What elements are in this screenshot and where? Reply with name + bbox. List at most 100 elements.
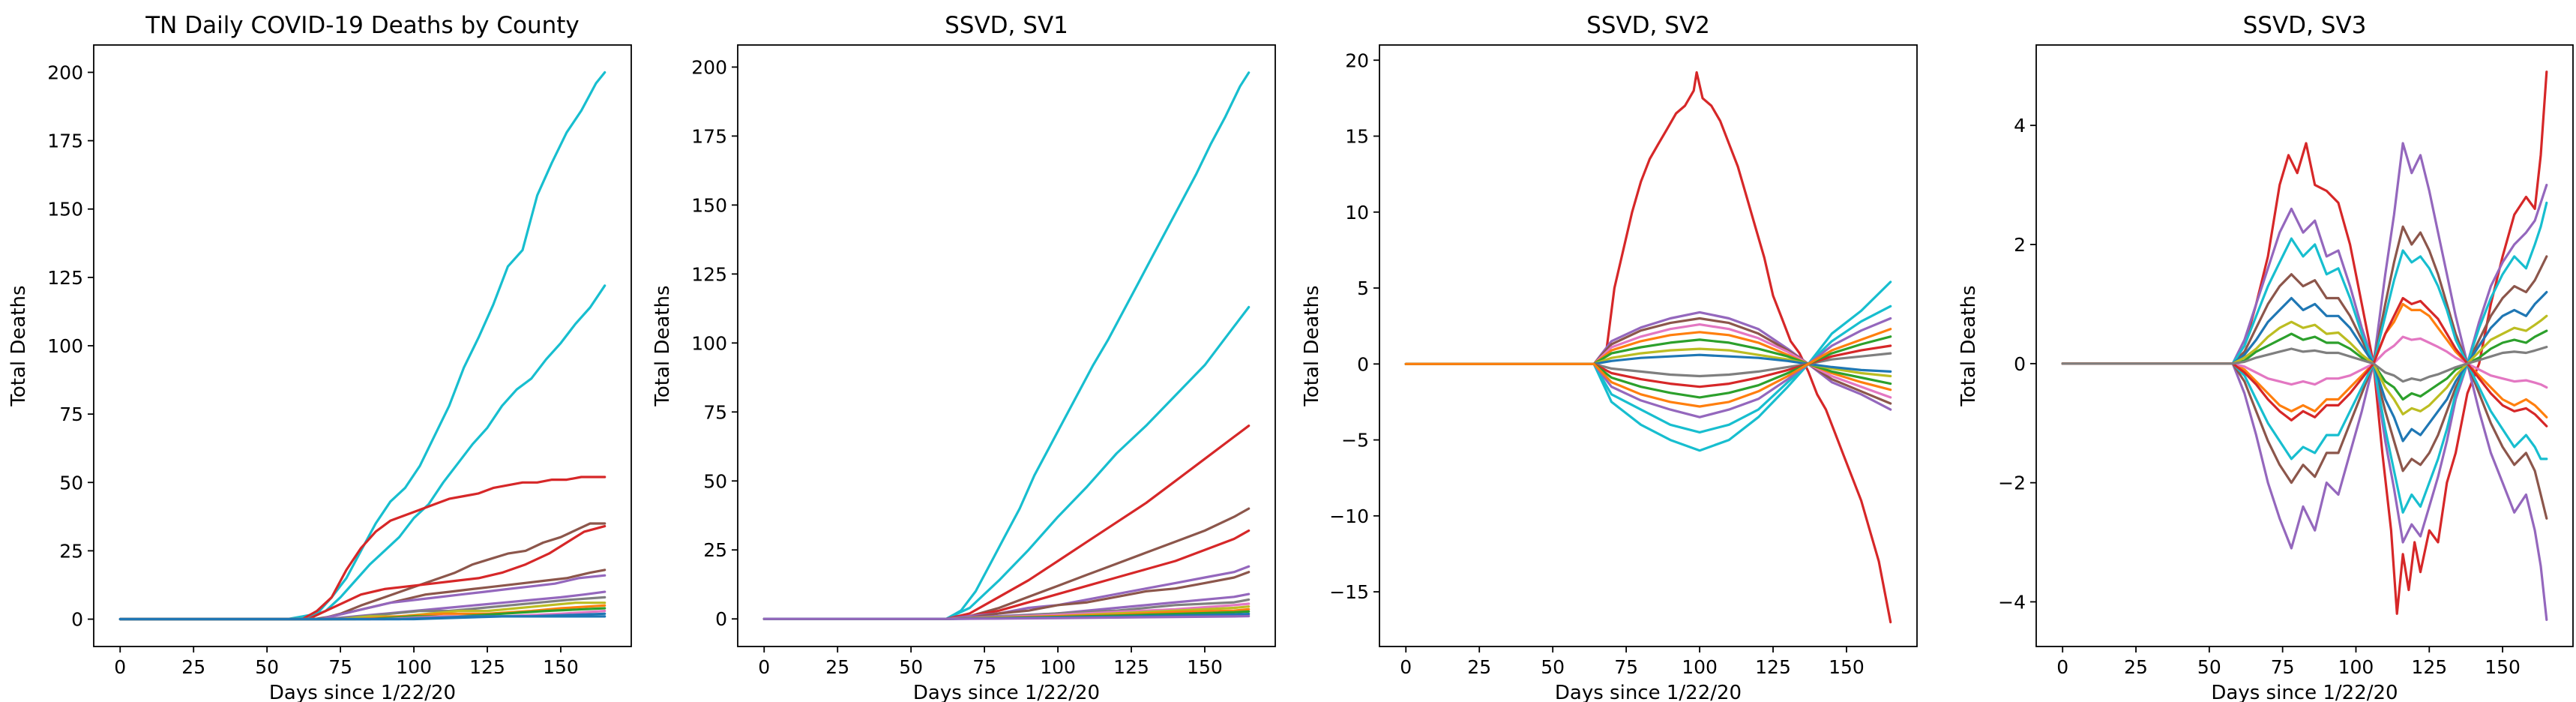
series-line-4 — [2061, 225, 2548, 520]
y-tick-label: 200 — [691, 56, 727, 78]
series-line-11 — [1404, 353, 1892, 373]
chart-title: SSVD, SV3 — [2243, 12, 2367, 39]
y-tick-label: 20 — [1345, 50, 1369, 71]
y-tick-label: 125 — [691, 263, 727, 285]
series-line-3 — [1404, 304, 1892, 434]
y-tick-label: 75 — [59, 404, 83, 425]
x-tick-label: 25 — [1467, 656, 1491, 678]
y-tick-label: 15 — [1345, 126, 1369, 148]
x-tick-label: 150 — [1829, 656, 1865, 678]
series-line-9 — [2061, 302, 2548, 418]
y-axis-label: Total Deaths — [651, 285, 674, 406]
series-group — [1404, 70, 1892, 624]
y-tick-label: 25 — [59, 540, 83, 562]
x-tick-label: 100 — [1682, 656, 1718, 678]
series-group — [118, 70, 607, 621]
y-tick-label: −5 — [1341, 430, 1369, 452]
y-tick-label: 75 — [703, 401, 727, 423]
series-line-7 — [118, 574, 607, 621]
series-group — [2061, 70, 2548, 621]
y-tick-label: 25 — [703, 539, 727, 561]
series-line-11 — [2061, 335, 2548, 389]
series-line-1 — [1404, 70, 1892, 624]
y-tick-label: −2 — [1998, 472, 2026, 494]
series-line-8 — [1404, 331, 1892, 392]
series-group — [762, 71, 1251, 620]
y-tick-label: 200 — [47, 62, 83, 83]
x-tick-label: 125 — [2411, 656, 2447, 678]
series-line-2 — [1404, 280, 1892, 452]
x-tick-label: 25 — [181, 656, 205, 678]
x-tick-label: 150 — [543, 656, 579, 678]
series-line-3 — [118, 476, 607, 621]
series-line-13 — [1404, 344, 1892, 388]
x-tick-label: 0 — [114, 656, 126, 678]
series-line-15 — [762, 614, 1251, 620]
series-line-10 — [118, 602, 607, 621]
x-tick-label: 25 — [2124, 656, 2148, 678]
y-tick-label: 50 — [59, 472, 83, 494]
y-tick-label: 10 — [1345, 202, 1369, 224]
series-line-7 — [2061, 249, 2548, 460]
x-tick-label: 100 — [2338, 656, 2374, 678]
series-line-4 — [1404, 310, 1892, 411]
series-line-5 — [1404, 316, 1892, 418]
series-line-9 — [1404, 338, 1892, 386]
series-line-12 — [2061, 314, 2548, 416]
x-tick-label: 50 — [255, 656, 279, 678]
y-tick-label: 50 — [703, 470, 727, 492]
x-tick-label: 150 — [2485, 656, 2521, 678]
series-line-12 — [1404, 352, 1892, 378]
series-line-6 — [2061, 201, 2548, 514]
axes-frame — [737, 44, 1276, 647]
series-line-1 — [762, 71, 1251, 620]
axes-frame — [1379, 44, 1918, 647]
axes-frame — [2035, 44, 2574, 647]
x-tick-label: 100 — [396, 656, 432, 678]
y-tick-label: −10 — [1329, 506, 1369, 527]
y-tick-label: −15 — [1329, 581, 1369, 603]
x-tick-label: 0 — [2056, 656, 2068, 678]
x-tick-label: 25 — [825, 656, 849, 678]
series-line-15 — [1404, 328, 1892, 408]
series-line-6 — [1404, 316, 1892, 405]
series-line-4 — [118, 522, 607, 621]
y-tick-label: 175 — [691, 125, 727, 147]
series-line-2 — [762, 305, 1251, 620]
series-line-3 — [2061, 184, 2548, 544]
x-tick-label: 125 — [1113, 656, 1149, 678]
series-line-5 — [2061, 255, 2548, 472]
series-line-7 — [1404, 323, 1892, 399]
y-tick-label: 2 — [2014, 234, 2026, 256]
y-axis-label: Total Deaths — [1957, 285, 1980, 406]
y-axis-label: Total Deaths — [7, 285, 30, 406]
x-tick-label: 50 — [2197, 656, 2221, 678]
x-tick-label: 75 — [2271, 656, 2295, 678]
series-line-14 — [1404, 335, 1892, 399]
x-axis-label: Days since 1/22/20 — [2211, 682, 2398, 702]
y-tick-label: −4 — [1998, 591, 2026, 613]
y-tick-label: 100 — [691, 332, 727, 354]
y-tick-label: 0 — [1357, 353, 1369, 375]
x-tick-label: 50 — [1541, 656, 1565, 678]
series-line-2 — [2061, 142, 2548, 621]
x-tick-label: 50 — [899, 656, 923, 678]
chart-title: TN Daily COVID-19 Deaths by County — [145, 12, 580, 39]
y-tick-label: 150 — [47, 199, 83, 220]
x-axis-label: Days since 1/22/20 — [269, 682, 456, 702]
y-axis-label: Total Deaths — [1301, 285, 1323, 406]
y-tick-label: 100 — [47, 335, 83, 357]
y-tick-label: 0 — [715, 608, 727, 630]
series-line-13 — [2061, 296, 2548, 428]
y-tick-label: 0 — [71, 609, 83, 631]
series-line-8 — [2061, 290, 2548, 442]
y-tick-label: 150 — [691, 194, 727, 216]
series-line-14 — [2061, 346, 2548, 383]
chart-title: SSVD, SV1 — [945, 12, 1068, 39]
series-line-10 — [1404, 347, 1892, 378]
